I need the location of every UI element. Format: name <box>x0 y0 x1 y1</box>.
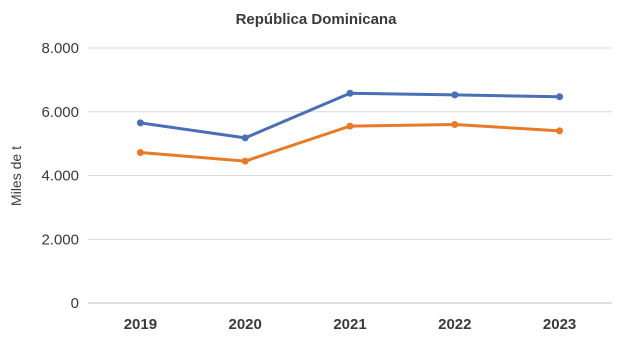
data-point <box>556 93 564 101</box>
series-lines <box>136 89 564 165</box>
y-tick-label: 2.000 <box>41 231 79 248</box>
data-point <box>346 89 354 97</box>
data-point <box>136 119 144 127</box>
series-line-2 <box>138 123 562 163</box>
data-point <box>346 122 354 130</box>
x-tick-label: 2021 <box>333 316 366 333</box>
x-tick-label: 2020 <box>229 316 262 333</box>
data-point <box>136 149 144 157</box>
x-tick-label: 2022 <box>438 316 471 333</box>
y-tick-label: 8.000 <box>41 40 79 57</box>
gridlines <box>88 47 612 304</box>
x-tick-label: 2019 <box>124 316 157 333</box>
data-point <box>451 121 459 128</box>
data-point <box>241 157 249 165</box>
series-line-1 <box>138 91 562 140</box>
y-axis-label: Miles de t <box>8 146 24 206</box>
y-tick-label: 6.000 <box>41 104 79 121</box>
x-tick-label: 2023 <box>543 316 576 333</box>
y-tick-label: 4.000 <box>41 168 79 185</box>
data-point <box>451 91 459 99</box>
y-tick-label: 0 <box>71 295 79 312</box>
data-point <box>241 134 249 142</box>
x-tick-labels: 2019 2020 2021 2022 2023 <box>124 316 577 333</box>
chart-title: República Dominicana <box>236 11 398 28</box>
data-point <box>556 127 564 135</box>
y-tick-labels: 0 2.000 4.000 6.000 8.000 <box>41 40 79 312</box>
